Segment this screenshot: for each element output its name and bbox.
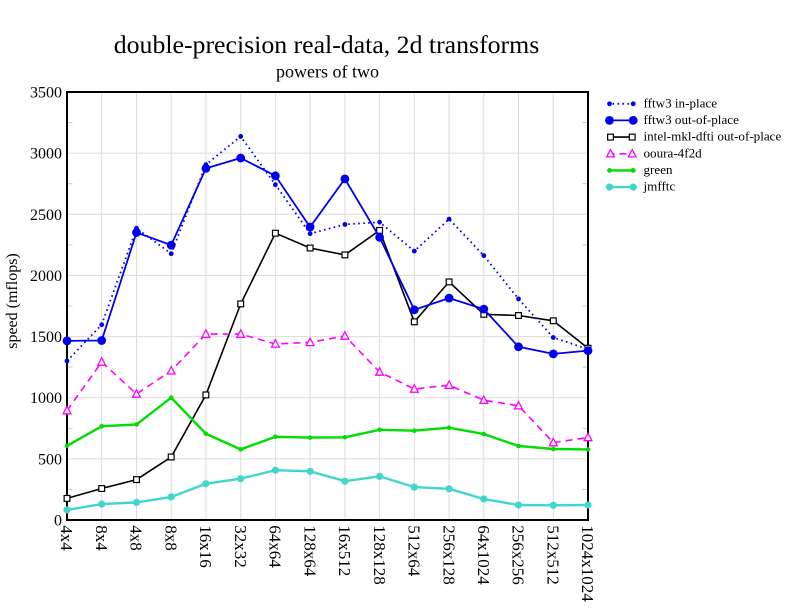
svg-text:128x128: 128x128 [370, 525, 389, 585]
svg-text:128x64: 128x64 [300, 525, 319, 577]
svg-text:green: green [644, 162, 674, 177]
svg-text:16x512: 16x512 [335, 525, 354, 576]
svg-text:2500: 2500 [30, 207, 62, 224]
svg-text:64x1024: 64x1024 [474, 525, 493, 585]
svg-text:3500: 3500 [30, 85, 62, 102]
svg-text:1500: 1500 [30, 329, 62, 346]
svg-text:32x32: 32x32 [231, 525, 250, 568]
svg-text:500: 500 [38, 451, 62, 468]
svg-text:64x64: 64x64 [266, 525, 285, 568]
svg-text:3000: 3000 [30, 146, 62, 163]
svg-text:1024x1024: 1024x1024 [578, 525, 597, 602]
svg-text:0: 0 [54, 513, 62, 530]
svg-text:fftw3 in-place: fftw3 in-place [644, 95, 718, 110]
svg-text:jmfftc: jmfftc [643, 179, 676, 194]
svg-text:8x4: 8x4 [92, 525, 111, 551]
svg-text:8x8: 8x8 [161, 525, 180, 551]
svg-text:256x256: 256x256 [509, 525, 528, 585]
svg-text:fftw3 out-of-place: fftw3 out-of-place [644, 112, 740, 127]
svg-text:ooura-4f2d: ooura-4f2d [644, 145, 703, 160]
svg-text:1000: 1000 [30, 390, 62, 407]
svg-text:intel-mkl-dfti out-of-place: intel-mkl-dfti out-of-place [644, 129, 782, 144]
svg-text:powers of two: powers of two [276, 61, 379, 81]
svg-text:16x16: 16x16 [196, 525, 215, 568]
svg-text:speed (mflops): speed (mflops) [4, 253, 21, 349]
svg-text:4x8: 4x8 [127, 525, 146, 551]
svg-text:2000: 2000 [30, 268, 62, 285]
svg-text:512x64: 512x64 [405, 525, 424, 577]
svg-text:double-precision real-data, 2d: double-precision real-data, 2d transform… [114, 30, 540, 59]
svg-text:256x128: 256x128 [439, 525, 458, 585]
svg-text:4x4: 4x4 [57, 525, 76, 551]
svg-text:512x512: 512x512 [544, 525, 563, 585]
